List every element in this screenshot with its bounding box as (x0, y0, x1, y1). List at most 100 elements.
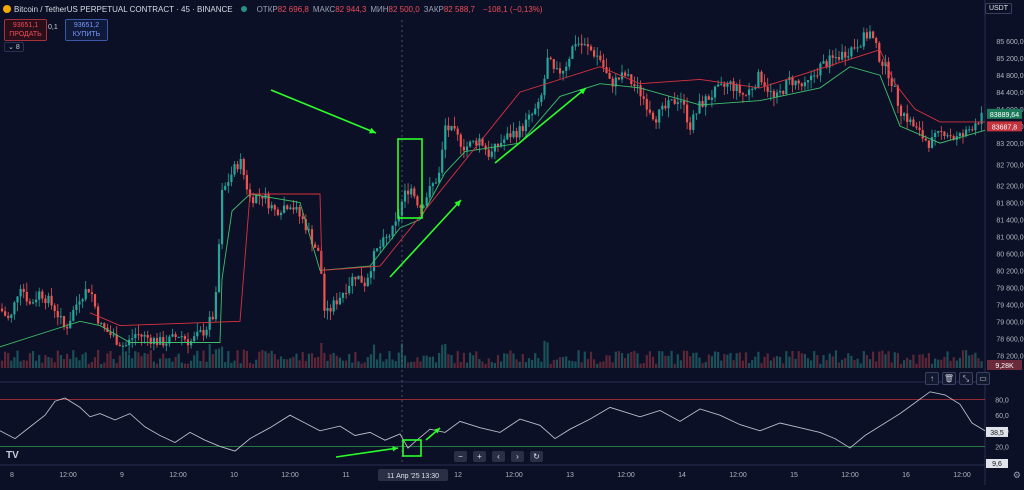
scroll-right-button[interactable]: › (511, 451, 524, 462)
volume-bar (444, 343, 447, 368)
price-tick-label: 81 800,0 (996, 200, 1023, 207)
maximize-pane-icon[interactable]: ▭ (976, 372, 990, 385)
candle-body (841, 51, 844, 60)
volume-bar (372, 344, 376, 368)
price-tick-label: 84 400,0 (996, 90, 1023, 97)
volume-bar (382, 361, 385, 368)
candle-body (611, 78, 614, 87)
candle-body (434, 182, 438, 184)
candle-body (890, 78, 893, 87)
volume-bar (856, 358, 859, 368)
volume-bar (655, 363, 658, 368)
volume-bar (769, 360, 772, 368)
volume-bar (441, 344, 444, 368)
indicators-collapse-button[interactable]: ⌄ 8 (4, 42, 24, 52)
volume-bar (717, 352, 720, 368)
candle-body (865, 32, 868, 39)
scroll-left-button[interactable]: ‹ (492, 451, 505, 462)
candle-body (155, 338, 159, 345)
zoom-in-button[interactable]: + (473, 451, 486, 462)
volume-bar (896, 353, 899, 368)
volume-bar (69, 358, 72, 368)
volume-bar (348, 353, 351, 368)
volume-bar (834, 350, 837, 368)
candle-body (965, 129, 968, 137)
candle-body (763, 82, 766, 87)
candle-body (487, 149, 490, 157)
candle-body (757, 71, 760, 88)
volume-bar (72, 350, 75, 368)
candle-body (980, 112, 983, 124)
volume-bar (183, 363, 186, 368)
candle-body (627, 74, 630, 76)
candle-body (298, 207, 301, 217)
gear-icon[interactable]: ⚙ (1012, 470, 1021, 480)
candle-body (4, 311, 7, 316)
candle-body (723, 83, 726, 87)
volume-bar (847, 353, 850, 368)
candle-body (537, 101, 540, 109)
candle-body (419, 205, 422, 208)
volume-bar (868, 359, 872, 368)
price-tick-label: 80 200,0 (996, 268, 1023, 275)
price-tick-label: 82 200,0 (996, 184, 1023, 191)
move-pane-up-icon[interactable]: ↑ (925, 372, 939, 385)
buy-label: КУПИТЬ (72, 31, 101, 38)
volume-bar (816, 355, 819, 368)
candle-body (596, 55, 599, 57)
volume-bar (648, 351, 651, 368)
candle-body (642, 96, 645, 99)
candle-body (775, 92, 779, 97)
tradingview-logo-icon[interactable]: TV (6, 450, 19, 461)
candle-body (599, 55, 602, 60)
buy-button[interactable]: 93651,2 КУПИТЬ (65, 19, 108, 41)
volume-bar (326, 360, 329, 368)
candle-body (137, 334, 140, 336)
volume-bar (13, 357, 16, 368)
candle-body (87, 289, 90, 293)
volume-bar (217, 348, 221, 368)
volume-bar (335, 355, 338, 368)
volume-bar (323, 352, 326, 368)
volume-bar (317, 357, 320, 368)
time-tick-label: 12:00 (617, 472, 635, 479)
volume-bar (521, 354, 524, 368)
time-tick-label: 12:00 (59, 472, 77, 479)
candle-body (751, 88, 754, 90)
volume-bar (893, 352, 896, 368)
candle-body (295, 207, 298, 210)
volume-bar (828, 353, 831, 368)
candle-body (819, 63, 822, 76)
volume-bar (729, 353, 732, 368)
candle-body (47, 295, 50, 304)
candle-body (844, 51, 847, 58)
candle-body (565, 66, 568, 71)
delete-pane-icon[interactable]: 🗑 (942, 372, 956, 385)
volume-bar (493, 363, 496, 368)
currency-selector[interactable]: USDT (984, 3, 1012, 14)
candle-body (286, 205, 289, 210)
candle-body (806, 80, 810, 83)
candle-body (971, 129, 974, 131)
zoom-out-button[interactable]: − (454, 451, 467, 462)
volume-bar (298, 360, 301, 368)
volume-bar (320, 342, 323, 368)
candle-body (90, 292, 93, 295)
candle-body (568, 58, 571, 67)
volume-bar (949, 360, 952, 368)
candle-body (13, 302, 16, 315)
collapse-pane-icon[interactable]: ⤡ (959, 372, 973, 385)
candle-body (974, 123, 977, 131)
oscillator-annotation-arrowhead (434, 428, 440, 434)
spread-value: 0,1 (48, 24, 58, 31)
candle-body (862, 32, 865, 47)
volume-bar (713, 351, 717, 368)
volume-bar (252, 363, 255, 368)
sell-button[interactable]: 93651,1 ПРОДАТЬ (4, 19, 47, 41)
reset-chart-button[interactable]: ↻ (530, 451, 543, 462)
symbol-title[interactable]: Bitcoin / TetherUS PERPETUAL CONTRACT · … (14, 4, 233, 14)
candle-body (301, 216, 304, 220)
volume-bar (593, 359, 596, 368)
